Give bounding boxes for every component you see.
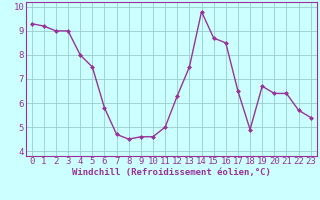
X-axis label: Windchill (Refroidissement éolien,°C): Windchill (Refroidissement éolien,°C)	[72, 168, 271, 177]
